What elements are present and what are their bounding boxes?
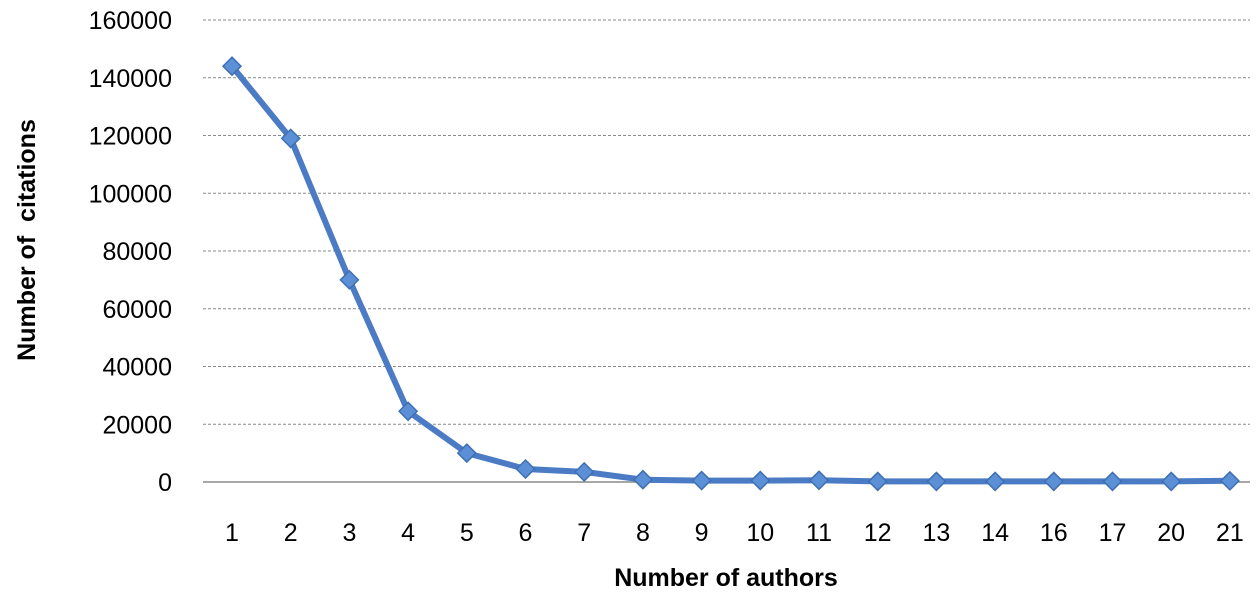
- x-tick-label: 11: [806, 519, 832, 547]
- x-tick-label: 21: [1216, 519, 1244, 547]
- y-tick-label: 60000: [102, 296, 172, 324]
- x-tick-label: 2: [284, 519, 298, 547]
- x-tick-label: 1: [225, 519, 239, 547]
- gridlines: [203, 19, 1250, 425]
- series-line: [229, 63, 1233, 485]
- data-point-marker: [808, 470, 830, 491]
- data-point-marker: [339, 269, 360, 290]
- x-tick-label: 8: [636, 519, 650, 547]
- data-point-marker: [221, 56, 243, 77]
- x-tick-label: 3: [342, 519, 356, 547]
- x-tick-label: 14: [981, 519, 1009, 547]
- data-point-marker: [1102, 471, 1123, 492]
- x-tick-label: 10: [746, 519, 774, 547]
- data-point-marker: [750, 470, 771, 491]
- y-tick-label: 160000: [89, 7, 172, 35]
- data-point-marker: [280, 128, 301, 149]
- x-tick-label: 9: [695, 519, 709, 547]
- y-axis-title: Number of citations: [13, 119, 41, 361]
- data-point-marker: [1043, 471, 1064, 492]
- x-tick-label: 17: [1099, 519, 1127, 547]
- data-point-marker: [867, 471, 888, 492]
- y-tick-label: 140000: [89, 65, 172, 93]
- data-point-marker: [1219, 470, 1240, 491]
- y-tick-labels: 0 20000 40000 60000 80000 100000 120000 140000 1…: [89, 7, 172, 497]
- series-markers: [221, 56, 1240, 492]
- x-axis-title: Number of authors: [614, 564, 838, 592]
- data-point-marker: [632, 469, 653, 490]
- x-tick-label: 5: [460, 519, 474, 547]
- x-tick-label: 12: [864, 519, 892, 547]
- data-point-marker: [691, 470, 712, 491]
- x-tick-label: 16: [1040, 519, 1068, 547]
- data-point-marker: [1161, 471, 1182, 492]
- y-tick-label: 0: [158, 469, 172, 497]
- data-point-marker: [926, 471, 947, 492]
- data-point-marker: [515, 458, 536, 480]
- y-tick-label: 100000: [89, 180, 172, 208]
- x-tick-label: 13: [922, 519, 950, 547]
- data-point-marker: [398, 401, 419, 422]
- y-tick-label: 80000: [102, 238, 172, 266]
- y-tick-label: 20000: [102, 411, 172, 439]
- data-point-marker: [574, 461, 595, 482]
- x-tick-label: 6: [519, 519, 533, 547]
- x-tick-label: 20: [1157, 519, 1185, 547]
- y-tick-label: 120000: [89, 123, 172, 151]
- x-tick-label: 4: [401, 519, 415, 547]
- x-tick-labels: 1 2 3 4 5 6 7 8 9 10 11 12 13 14 16 17 20 21: [225, 519, 1244, 547]
- x-tick-label: 7: [577, 519, 591, 547]
- y-tick-label: 40000: [102, 354, 172, 382]
- data-point-marker: [456, 443, 477, 464]
- data-point-marker: [985, 471, 1006, 492]
